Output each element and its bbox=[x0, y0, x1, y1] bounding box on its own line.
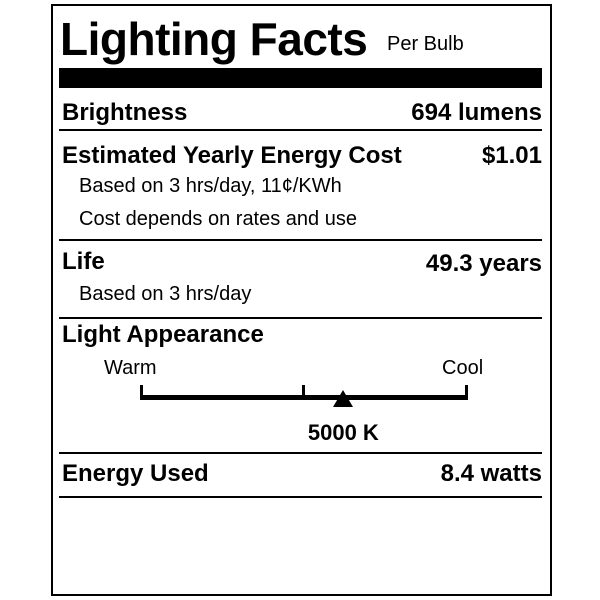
energy-cost-note: Cost depends on rates and use bbox=[79, 208, 357, 230]
energy-cost-value: $1.01 bbox=[481, 142, 542, 169]
energy-cost-label: Estimated Yearly Energy Cost bbox=[62, 142, 402, 169]
scale-tick bbox=[302, 385, 305, 395]
energy-cost-note: Based on 3 hrs/day, 11¢/KWh bbox=[79, 175, 342, 197]
life-label: Life bbox=[62, 248, 105, 275]
warm-label: Warm bbox=[104, 357, 157, 379]
brightness-value: 694 lumens bbox=[411, 99, 542, 126]
label-subtitle: Per Bulb bbox=[387, 33, 464, 55]
color-temperature-scale bbox=[140, 385, 468, 407]
color-temperature-value: 5000 K bbox=[307, 420, 379, 445]
label-frame bbox=[51, 4, 552, 596]
energy-used-label: Energy Used bbox=[62, 460, 209, 487]
brightness-label: Brightness bbox=[62, 99, 188, 126]
divider bbox=[59, 317, 542, 319]
divider bbox=[59, 129, 542, 131]
energy-used-value: 8.4 watts bbox=[440, 460, 542, 487]
label-title: Lighting Facts bbox=[60, 13, 368, 65]
appearance-label: Light Appearance bbox=[62, 321, 264, 348]
divider bbox=[59, 239, 542, 241]
scale-tick bbox=[465, 385, 468, 400]
cool-label: Cool bbox=[442, 357, 484, 379]
divider bbox=[59, 496, 542, 498]
life-note: Based on 3 hrs/day bbox=[79, 283, 252, 305]
indicator-triangle-icon bbox=[333, 390, 354, 407]
divider bbox=[59, 452, 542, 454]
life-value: 49.3 years bbox=[425, 250, 542, 277]
title-bar-divider bbox=[59, 68, 542, 88]
scale-tick bbox=[140, 385, 143, 400]
